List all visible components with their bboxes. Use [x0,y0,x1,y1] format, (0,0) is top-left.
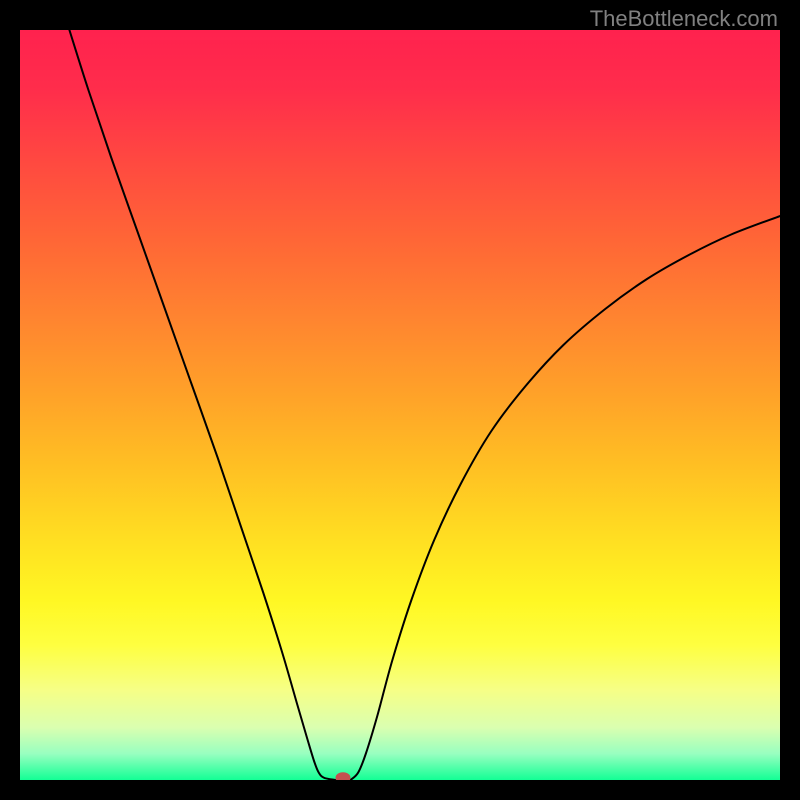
bottleneck-chart [20,30,780,780]
watermark-text: TheBottleneck.com [590,6,778,32]
bottleneck-marker [336,773,350,780]
gradient-background [20,30,780,780]
